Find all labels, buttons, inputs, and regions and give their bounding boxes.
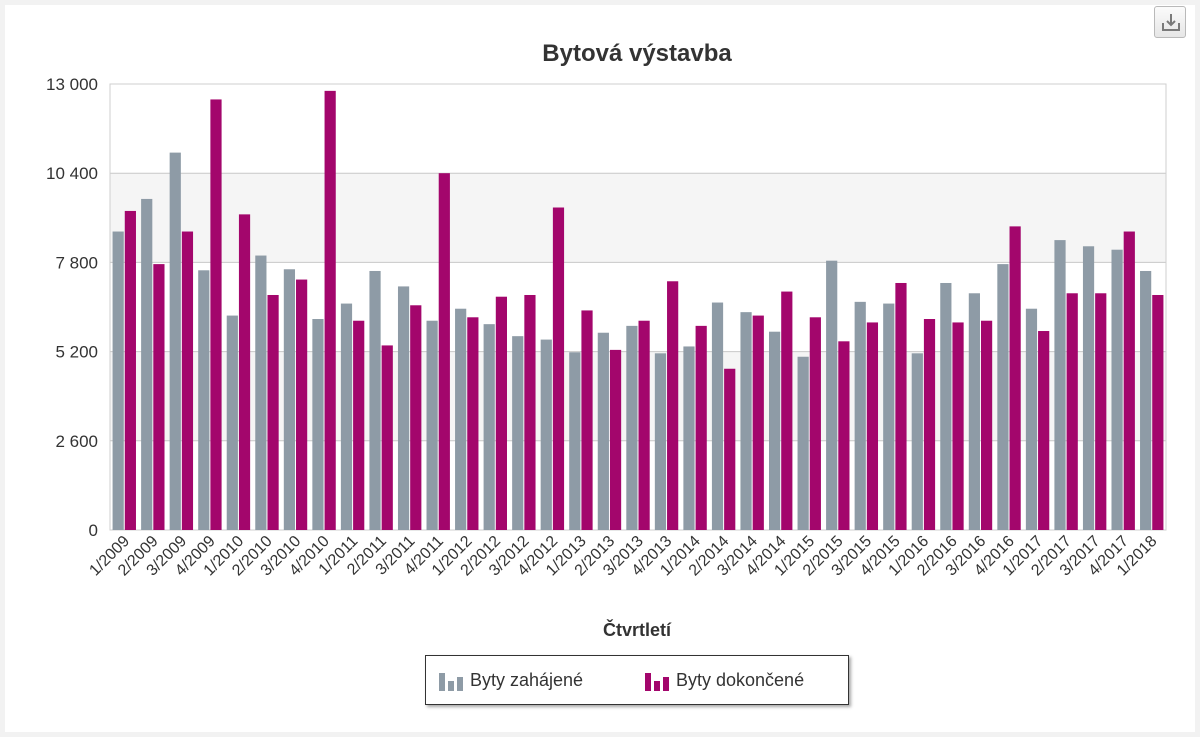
- bar-dokoncene: [524, 294, 536, 530]
- bar-zahajene: [1140, 270, 1152, 530]
- bar-dokoncene: [952, 322, 964, 530]
- y-tick-label: 5 200: [55, 343, 98, 362]
- download-button[interactable]: [1154, 6, 1186, 38]
- bar-zahajene: [854, 301, 866, 530]
- bar-dokoncene: [1123, 231, 1135, 530]
- bar-zahajene: [769, 331, 781, 530]
- bar-dokoncene: [353, 320, 365, 530]
- legend-label-dokoncene: Byty dokončené: [676, 670, 805, 690]
- bar-zahajene: [141, 198, 153, 530]
- plot-border: [109, 83, 1167, 531]
- bar-dokoncene: [581, 310, 593, 530]
- bar-zahajene: [512, 336, 524, 530]
- bar-dokoncene: [1038, 331, 1050, 530]
- bar-dokoncene: [210, 99, 222, 530]
- bar-dokoncene: [296, 279, 308, 530]
- y-tick-label: 10 400: [46, 164, 98, 183]
- bar-zahajene: [483, 324, 495, 530]
- bar-zahajene: [369, 270, 381, 530]
- bar-dokoncene: [153, 264, 165, 530]
- y-tick-label: 13 000: [46, 75, 98, 94]
- download-icon: [1162, 14, 1180, 31]
- bar-dokoncene: [752, 315, 764, 530]
- bar-zahajene: [597, 332, 609, 530]
- bar-zahajene: [711, 302, 724, 530]
- bar-zahajene: [797, 356, 809, 530]
- bar-zahajene: [654, 353, 667, 530]
- x-axis-title: Čtvrtletí: [603, 619, 672, 640]
- bar-dokoncene: [1095, 293, 1107, 530]
- bar-zahajene: [198, 270, 210, 530]
- y-tick-label: 2 600: [55, 432, 98, 451]
- y-tick-label: 7 800: [55, 253, 98, 272]
- bar-dokoncene: [267, 294, 279, 530]
- bar-dokoncene: [724, 368, 736, 530]
- chart-title: Bytová výstavba: [542, 40, 732, 67]
- bar-dokoncene: [667, 281, 679, 530]
- bar-chart: Bytová výstavba Čtvrtletí 0 2 600 5 200 7 8…: [46, 40, 1167, 640]
- bar-zahajene: [1054, 240, 1066, 530]
- bar-zahajene: [826, 260, 838, 530]
- bar-dokoncene: [495, 296, 507, 530]
- bar-dokoncene: [638, 320, 650, 530]
- bar-zahajene: [340, 303, 353, 530]
- bar-dokoncene: [838, 341, 850, 530]
- bar-dokoncene: [809, 317, 821, 530]
- bar-dokoncene: [124, 210, 136, 530]
- bar-zahajene: [626, 325, 638, 530]
- bar-zahajene: [1082, 246, 1095, 530]
- bar-zahajene: [997, 264, 1009, 530]
- bar-zahajene: [426, 320, 438, 530]
- legend: Byty zahájené Byty dokončené: [425, 655, 849, 705]
- bar-zahajene: [683, 346, 695, 530]
- bar-dokoncene: [1152, 294, 1164, 530]
- bar-dokoncene: [923, 319, 936, 530]
- bar-dokoncene: [609, 349, 622, 530]
- bar-dokoncene: [695, 325, 707, 530]
- bar-zahajene: [255, 255, 267, 531]
- bar-dokoncene: [410, 305, 422, 530]
- bar-zahajene: [540, 339, 552, 530]
- bar-zahajene: [169, 152, 181, 530]
- bar-zahajene: [455, 308, 467, 530]
- bar-zahajene: [883, 303, 895, 530]
- bar-dokoncene: [781, 291, 793, 530]
- bar-dokoncene: [552, 207, 565, 530]
- bar-dokoncene: [866, 322, 879, 530]
- bar-zahajene: [968, 293, 980, 530]
- bar-dokoncene: [324, 90, 336, 530]
- bar-dokoncene: [238, 214, 251, 530]
- bar-dokoncene: [438, 173, 450, 530]
- bar-zahajene: [740, 312, 752, 530]
- bar-zahajene: [1111, 249, 1123, 530]
- bar-dokoncene: [467, 317, 479, 530]
- bar-zahajene: [1025, 308, 1038, 530]
- y-tick-label: 0: [89, 521, 98, 540]
- bar-dokoncene: [1009, 226, 1021, 530]
- bar-dokoncene: [381, 345, 393, 530]
- legend-label-zahajene: Byty zahájené: [470, 670, 584, 690]
- bar-series-icon-gray: [439, 673, 463, 691]
- bar-zahajene: [312, 319, 324, 530]
- bar-dokoncene: [980, 320, 993, 530]
- bar-dokoncene: [181, 231, 194, 530]
- bar-series-icon-magenta: [645, 673, 669, 691]
- bar-zahajene: [397, 286, 410, 530]
- bar-zahajene: [940, 282, 952, 530]
- bar-zahajene: [283, 269, 296, 530]
- bar-zahajene: [112, 231, 124, 530]
- bar-dokoncene: [1066, 293, 1078, 530]
- bar-zahajene: [569, 352, 581, 530]
- bar-dokoncene: [895, 282, 907, 530]
- plot-band: [110, 173, 1166, 263]
- bar-zahajene: [226, 315, 238, 530]
- bar-zahajene: [911, 353, 923, 530]
